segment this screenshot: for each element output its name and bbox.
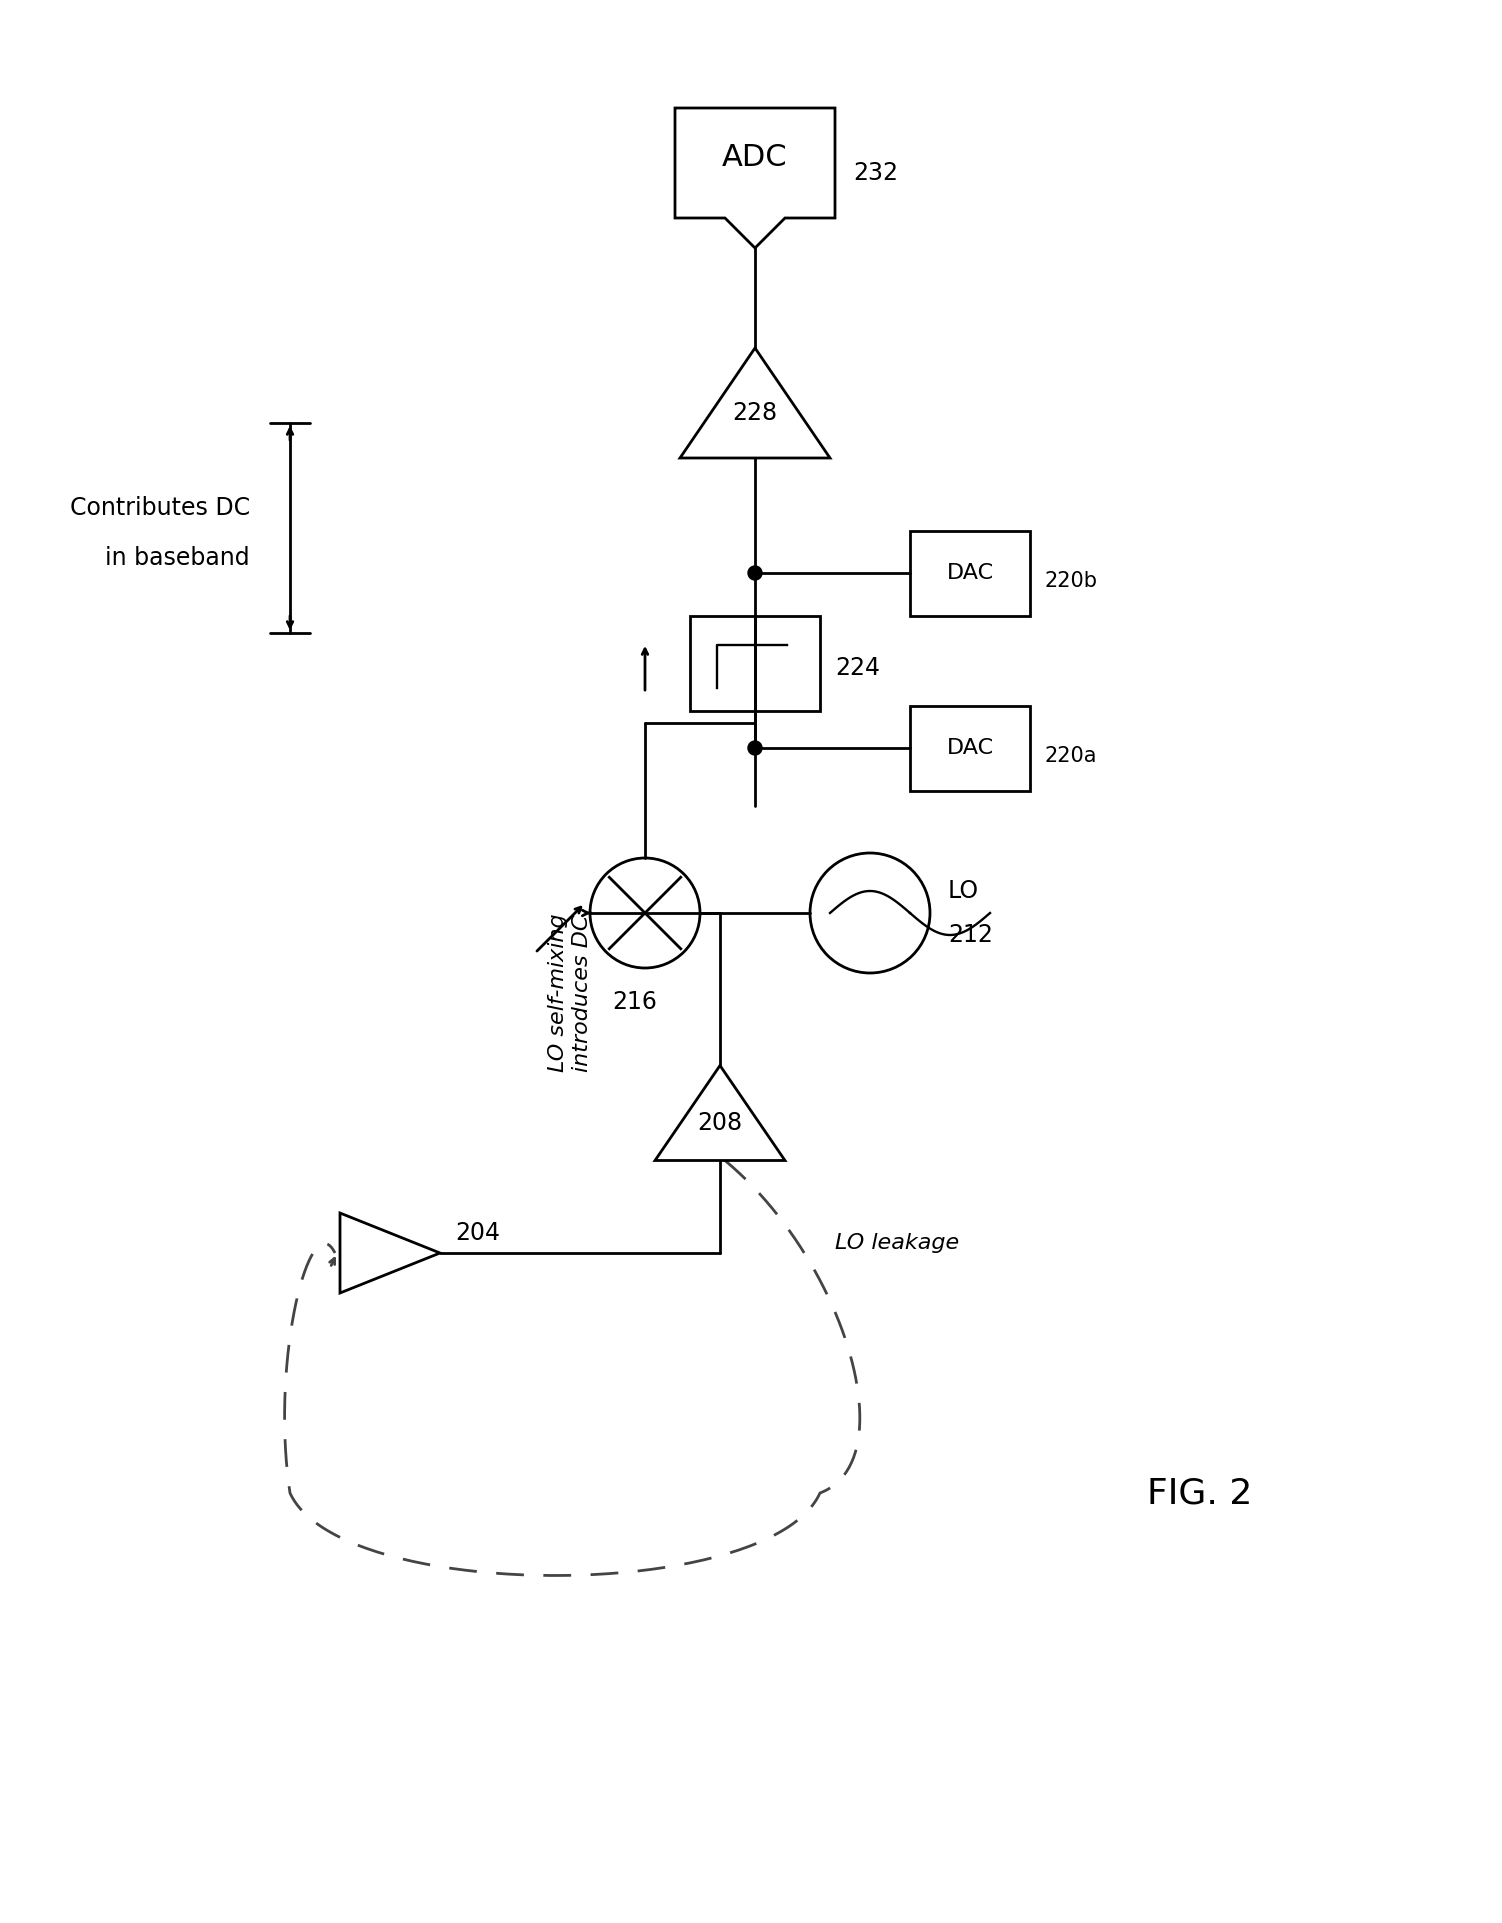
- Text: Contributes DC: Contributes DC: [71, 496, 249, 519]
- Text: 208: 208: [697, 1111, 742, 1135]
- Text: FIG. 2: FIG. 2: [1148, 1477, 1253, 1510]
- Bar: [910, 531, 1030, 615]
- Circle shape: [748, 740, 762, 756]
- Text: DAC: DAC: [946, 563, 993, 583]
- Text: 228: 228: [733, 402, 778, 425]
- Text: 212: 212: [948, 923, 993, 946]
- Text: LO: LO: [948, 879, 979, 904]
- Text: 216: 216: [613, 990, 658, 1013]
- Text: DAC: DAC: [946, 738, 993, 758]
- Bar: [910, 706, 1030, 790]
- Text: 220a: 220a: [1045, 746, 1098, 765]
- Text: LO leakage: LO leakage: [835, 1233, 960, 1254]
- Text: 204: 204: [455, 1221, 500, 1244]
- Text: LO self-mixing
introduces DC: LO self-mixing introduces DC: [548, 913, 592, 1073]
- Text: in baseband: in baseband: [105, 546, 249, 569]
- Text: 232: 232: [853, 162, 898, 185]
- Circle shape: [748, 565, 762, 581]
- Text: 220b: 220b: [1045, 571, 1098, 590]
- Text: ADC: ADC: [722, 144, 789, 173]
- Bar: [689, 615, 820, 710]
- Text: 224: 224: [835, 656, 880, 681]
